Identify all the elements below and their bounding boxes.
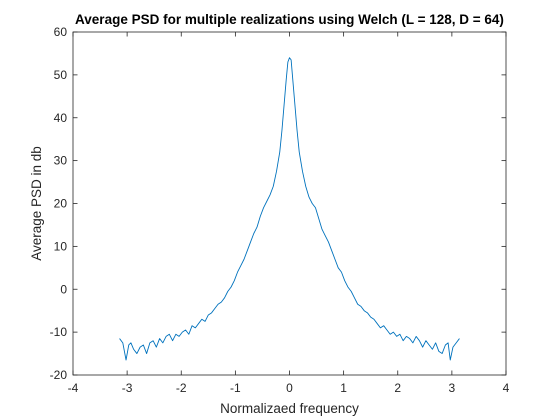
x-tick-label: 4	[503, 381, 510, 395]
y-tick-label: -10	[50, 325, 68, 339]
y-axis-ticks: -20 -10 0 10 20 30 40 50 60	[50, 25, 506, 382]
axes-box	[72, 31, 507, 376]
y-axis-label: Average PSD in db	[29, 146, 44, 261]
x-tick-label: 1	[340, 381, 347, 395]
x-tick-label: 2	[394, 381, 401, 395]
plot-area	[73, 32, 506, 375]
x-tick-label: 0	[286, 381, 293, 395]
y-tick-label: 0	[60, 282, 67, 296]
x-tick-label: -1	[230, 381, 241, 395]
x-axis-label: Normalizaed frequency	[220, 401, 359, 416]
y-tick-label: 20	[54, 197, 68, 211]
series-line	[119, 57, 460, 361]
y-tick-label: 40	[54, 111, 68, 125]
x-tick-label: -3	[122, 381, 133, 395]
x-tick-label: -2	[176, 381, 187, 395]
chart-title: Average PSD for multiple realizations us…	[75, 12, 504, 27]
y-tick-label: 50	[54, 68, 68, 82]
x-tick-label: -4	[68, 381, 79, 395]
y-tick-label: 30	[54, 154, 68, 168]
y-tick-label: 60	[54, 25, 68, 39]
x-tick-label: 3	[449, 381, 456, 395]
y-tick-label: 10	[54, 239, 68, 253]
y-tick-label: -20	[50, 368, 68, 382]
